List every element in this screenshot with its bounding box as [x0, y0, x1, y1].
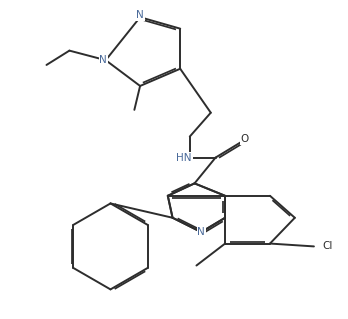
Text: N: N [100, 55, 107, 65]
Text: HN: HN [176, 152, 192, 163]
Text: N: N [136, 10, 144, 20]
Text: O: O [240, 134, 249, 144]
Text: Cl: Cl [323, 241, 333, 251]
Text: N: N [197, 227, 205, 237]
